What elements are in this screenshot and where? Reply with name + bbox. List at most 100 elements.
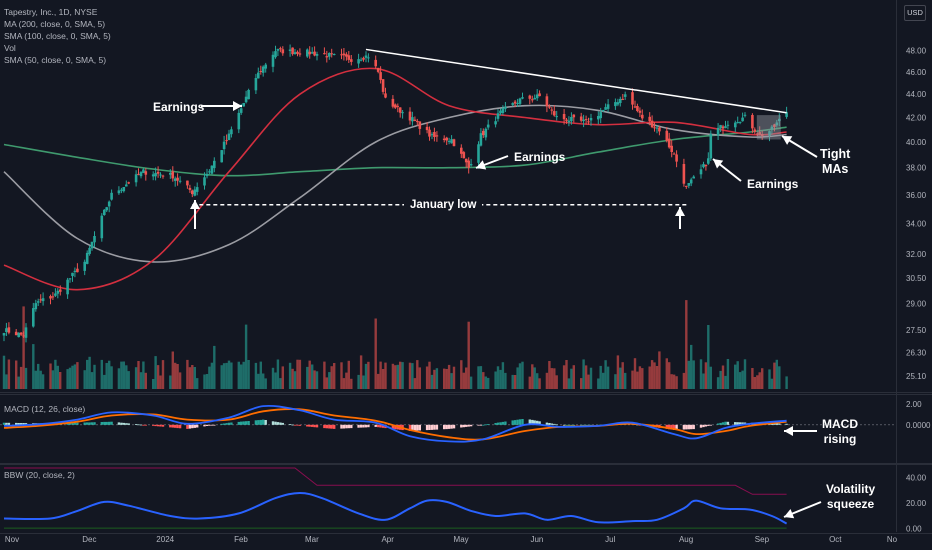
candle-body [186,180,189,186]
macd-histogram-bar [690,424,693,430]
candle-body [533,97,536,100]
volume-bar [638,366,642,389]
candle [531,95,534,103]
macd-histogram-bar [288,424,292,425]
candle-body [408,111,412,121]
macd-histogram-bar [262,419,265,425]
volume-bar [379,361,382,389]
macd-histogram-bar [726,421,730,425]
candle-body [156,171,160,174]
candle-body [753,129,757,132]
candle [144,168,148,181]
macd-histogram-bar [296,424,299,426]
candle [296,50,299,57]
candle [41,292,45,306]
macd-histogram-bar [550,423,553,425]
macd-line [3,404,787,443]
candle [667,132,671,149]
volume-bar [396,364,399,389]
volume-bar [274,372,277,389]
volume-bar [161,360,165,389]
volume-bar [399,361,402,389]
candle [56,288,60,299]
volume-bar [624,372,627,389]
candle-body [173,178,177,181]
macd-histogram-bar [308,424,311,427]
candle-body [768,131,771,136]
macd-histogram-bar [257,420,260,425]
volume-bar [68,367,72,389]
macd-histogram-bar [15,422,18,425]
price-tick-label: 34.00 [906,220,927,229]
candle [306,48,309,58]
candle-body [655,127,659,129]
volume-bar [247,360,250,389]
candle [171,166,174,182]
volatility-squeeze-arrow-head [784,509,795,519]
candle-body [83,261,86,271]
macd-histogram-bar [311,424,314,427]
macd-histogram-bar [19,423,23,425]
volume-bar [357,374,360,389]
pane-separators [0,0,932,534]
macd-histogram-bar [125,423,128,425]
time-tick-label: Mar [305,535,319,544]
macd-histogram-bar [460,424,463,428]
candle-body [545,96,549,107]
candle-body [261,66,265,73]
candle-body [178,180,182,182]
candle [120,187,123,194]
volume-bar [377,373,380,389]
macd-histogram-bar [572,424,575,426]
candle-body [2,333,6,336]
volume-bar [49,363,52,389]
candle-body [328,53,331,57]
macd-tick-label: 2.00 [906,400,922,409]
volume-bar [443,368,446,389]
macd-histogram-bar [2,422,6,425]
candle [572,114,576,123]
macd-histogram-bar [281,422,284,425]
macd-histogram-bar [127,423,130,425]
volume-bar [648,366,651,389]
candle-body [531,99,534,101]
volume-bar [54,359,57,389]
candle [59,285,62,296]
volume-bar [682,372,686,389]
candle [244,90,248,104]
time-tick-label: Oct [829,535,842,544]
volume-bar [59,372,62,389]
candle [88,245,91,256]
macd-histogram-bar [298,424,302,426]
volatility-squeeze-annotation: Volatility squeeze [826,482,875,512]
volatility-squeeze-line-1: Volatility [826,482,876,496]
candle [597,111,600,125]
candle [638,107,642,117]
volume-bar [264,378,267,389]
volume-bar [692,360,695,389]
volume-bar [672,374,676,389]
macd-histogram-bar [274,421,277,425]
candle-body [565,119,568,121]
candle-body [428,129,431,137]
currency-button[interactable]: USD [904,5,926,21]
candle-body [203,177,206,186]
macd-histogram-bar [205,424,209,426]
bbw-pane: 40.00 20.00 0.00 [3,467,927,534]
candle-body [734,122,737,128]
macd-histogram-bar [279,422,282,425]
macd-histogram-bar [668,424,671,430]
candle-body [127,182,130,184]
candle-body [276,48,280,51]
candle-body [323,53,326,55]
volume-bar [675,376,678,389]
volume-bar [582,359,585,389]
sma50-line [3,67,787,291]
candle [161,174,165,179]
volume-bar [761,368,764,389]
candle-body [230,129,233,135]
macd-histogram-bar [479,424,483,426]
tight-mas-line-2: MAs [821,162,849,176]
candle-body [687,183,691,186]
candle-body [479,133,483,146]
